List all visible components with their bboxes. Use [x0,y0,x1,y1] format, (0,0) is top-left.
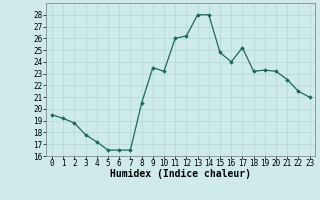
X-axis label: Humidex (Indice chaleur): Humidex (Indice chaleur) [110,169,251,179]
